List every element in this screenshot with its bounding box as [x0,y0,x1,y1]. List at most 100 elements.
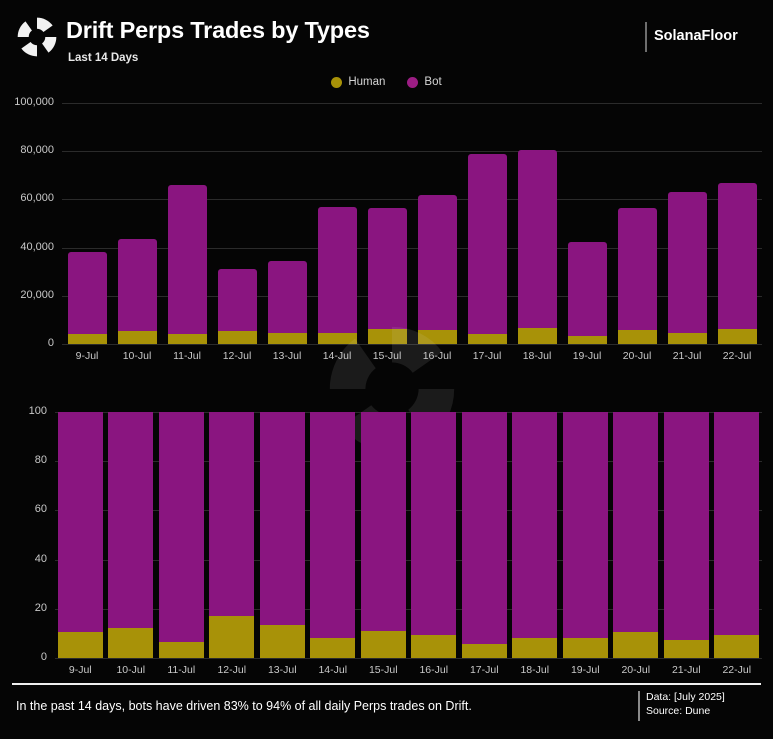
bar-segment-human[interactable] [663,639,709,658]
bar-stack[interactable] [117,239,157,344]
bar-segment-human[interactable] [617,329,657,344]
x-axis-tick-label: 14-Jul [322,350,352,362]
bar-segment-bot[interactable] [310,412,356,639]
bar-stack[interactable] [108,412,154,658]
bar-segment-human[interactable] [310,638,356,658]
bar-stack[interactable] [411,412,457,658]
bar-segment-human[interactable] [512,638,558,658]
bar-stack[interactable] [360,412,406,658]
bar-segment-human[interactable] [209,616,255,658]
bar-segment-human[interactable] [613,632,659,658]
bar-segment-human[interactable] [417,329,457,344]
legend-item-bot[interactable]: Bot [407,76,442,88]
bar-stack[interactable] [714,412,760,658]
bar-segment-human[interactable] [259,624,305,658]
bar-segment-bot[interactable] [267,260,307,333]
bar-segment-bot[interactable] [517,150,557,329]
bar-segment-bot[interactable] [360,412,406,631]
bar-stack[interactable] [467,153,507,344]
bar-segment-bot[interactable] [167,184,207,334]
x-axis-tick-label: 10-Jul [116,664,146,676]
bar-segment-bot[interactable] [461,412,507,645]
bar-segment-human[interactable] [267,332,307,344]
bar-segment-bot[interactable] [717,182,757,329]
bar-segment-bot[interactable] [667,192,707,333]
footer-data-period: Data: [July 2025] [646,691,725,703]
chart-legend: Human Bot [0,76,773,88]
bar-segment-bot[interactable] [57,412,103,633]
bar-stack[interactable] [158,412,204,658]
bar-segment-bot[interactable] [567,241,607,336]
bar-segment-human[interactable] [567,335,607,344]
y-axis-tick-label: 60,000 [20,192,54,205]
bar-stack[interactable] [367,207,407,344]
bar-segment-human[interactable] [467,333,507,344]
bar-stack[interactable] [259,412,305,658]
bar-segment-human[interactable] [167,333,207,344]
bar-stack[interactable] [317,206,357,344]
bar-segment-human[interactable] [562,638,608,658]
bar-stack[interactable] [617,207,657,344]
x-axis-tick-label: 13-Jul [272,350,302,362]
bar-segment-human[interactable] [461,644,507,658]
bar-stack[interactable] [217,269,257,344]
bar-segment-human[interactable] [367,329,407,344]
bar-stack[interactable] [267,260,307,344]
bar-stack[interactable] [67,252,107,344]
bar-stack[interactable] [562,412,608,658]
bar-stack[interactable] [663,412,709,658]
bar-stack[interactable] [667,192,707,344]
bar-segment-bot[interactable] [417,194,457,330]
bar-stack[interactable] [167,184,207,344]
bar-segment-bot[interactable] [158,412,204,643]
bar-stack[interactable] [310,412,356,658]
bar-stack[interactable] [461,412,507,658]
x-axis-tick-label: 21-Jul [671,664,701,676]
bar-segment-bot[interactable] [259,412,305,625]
bar-segment-bot[interactable] [562,412,608,639]
bar-segment-human[interactable] [57,632,103,658]
bar-segment-human[interactable] [717,328,757,344]
bar-segment-human[interactable] [667,332,707,344]
legend-dot-human-icon [331,76,343,88]
bar-segment-human[interactable] [517,328,557,344]
bar-segment-bot[interactable] [117,239,157,332]
bar-stack[interactable] [417,194,457,344]
bar-segment-bot[interactable] [209,412,255,617]
gridline [62,103,762,104]
bar-segment-bot[interactable] [467,153,507,334]
bar-segment-human[interactable] [108,628,154,658]
bar-segment-bot[interactable] [663,412,709,640]
y-axis-tick-label: 0 [40,651,47,663]
x-axis-tick-label: 14-Jul [318,664,348,676]
bar-segment-human[interactable] [117,331,157,344]
bar-stack[interactable] [613,412,659,658]
bar-segment-human[interactable] [217,331,257,344]
legend-item-human[interactable]: Human [331,76,385,88]
bar-stack[interactable] [512,412,558,658]
bar-segment-human[interactable] [67,334,107,344]
bar-segment-human[interactable] [158,642,204,658]
bar-segment-bot[interactable] [411,412,457,635]
bar-segment-bot[interactable] [67,252,107,335]
bar-segment-bot[interactable] [617,207,657,330]
bar-segment-human[interactable] [360,630,406,658]
bar-stack[interactable] [57,412,103,658]
bar-segment-bot[interactable] [367,207,407,330]
bar-segment-bot[interactable] [217,269,257,332]
bar-segment-human[interactable] [714,634,760,658]
bar-segment-bot[interactable] [512,412,558,639]
x-axis-tick-label: 19-Jul [572,350,602,362]
bar-stack[interactable] [517,150,557,344]
bar-segment-bot[interactable] [714,412,760,635]
bar-segment-human[interactable] [317,333,357,344]
bar-stack[interactable] [209,412,255,658]
gridline [62,295,762,297]
bar-segment-bot[interactable] [613,412,659,633]
bar-segment-bot[interactable] [317,206,357,334]
bar-stack[interactable] [567,241,607,344]
bar-segment-human[interactable] [411,634,457,658]
bar-segment-bot[interactable] [108,412,154,629]
plot-area-absolute [62,103,762,345]
bar-stack[interactable] [717,182,757,344]
